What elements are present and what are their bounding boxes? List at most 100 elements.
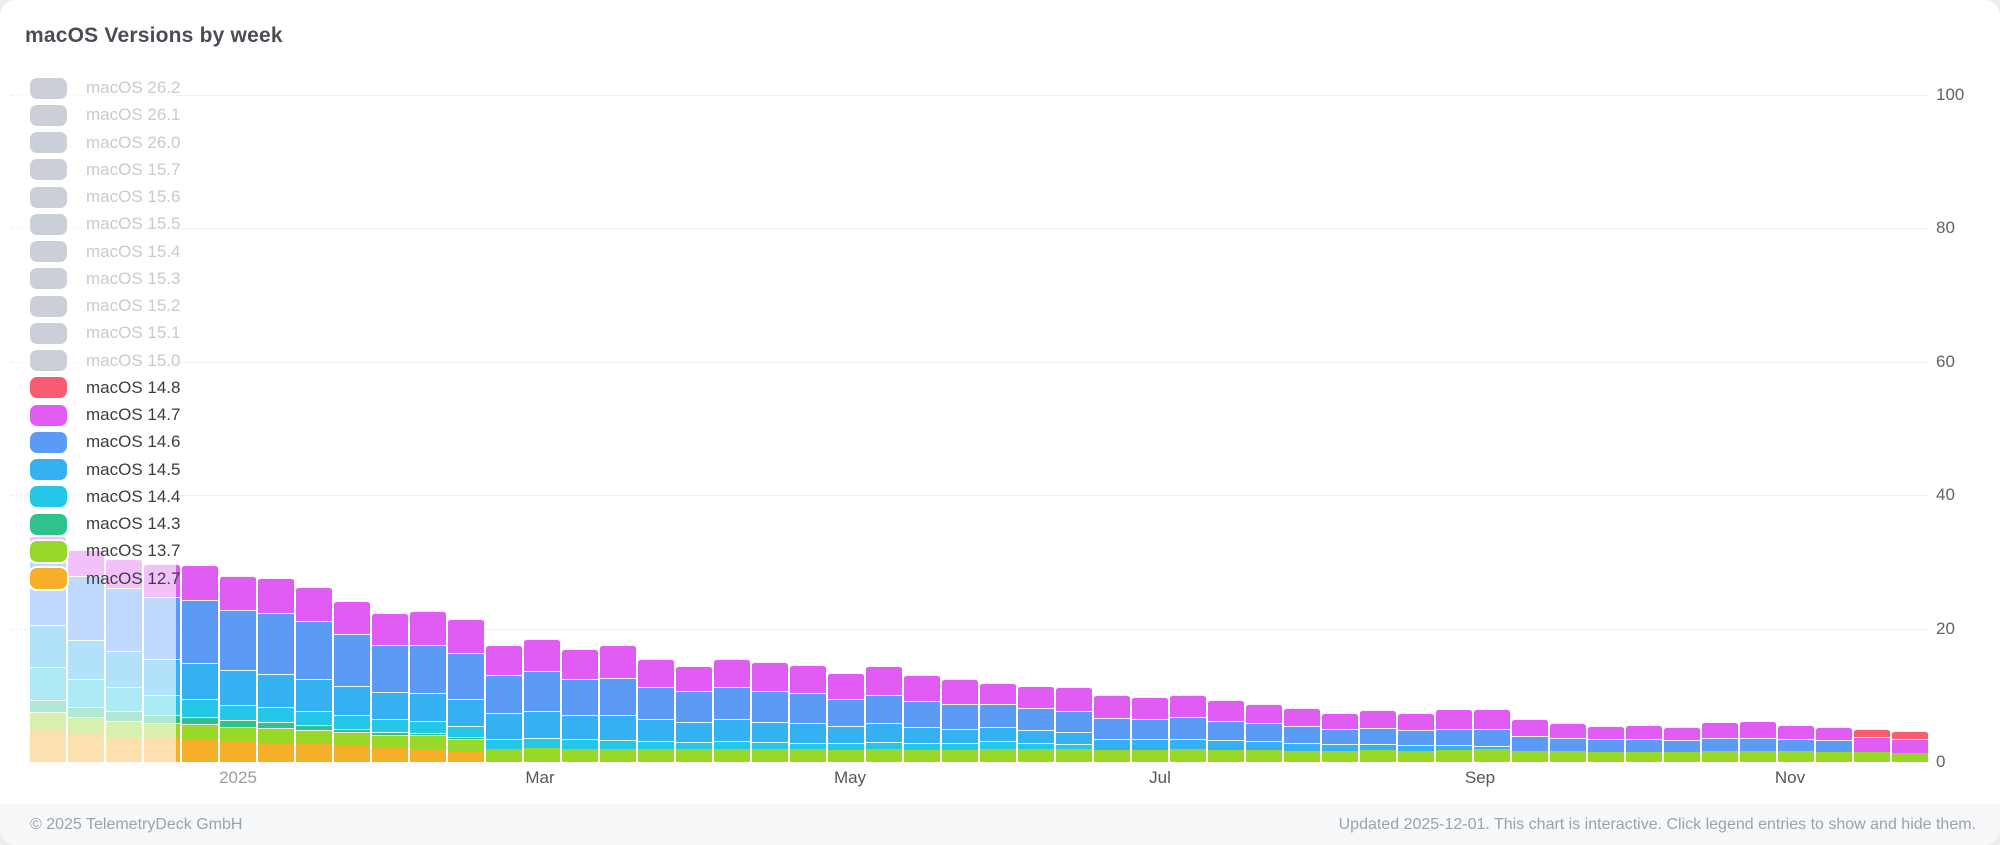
- segment-macos-14-5: [1360, 744, 1396, 750]
- bar-week-26[interactable]: [980, 682, 1016, 762]
- bar-week-37[interactable]: [1398, 713, 1434, 762]
- legend-item-macos-14-4[interactable]: macOS 14.4: [30, 485, 181, 509]
- segment-macos-14-7: [1056, 687, 1092, 711]
- bar-week-8[interactable]: [296, 586, 332, 762]
- y-tick-label-100: 100: [1936, 85, 1965, 104]
- bar-week-47[interactable]: [1778, 724, 1814, 762]
- bar-week-49[interactable]: [1854, 728, 1890, 762]
- bar-week-32[interactable]: [1208, 700, 1244, 762]
- bar-week-38[interactable]: [1436, 709, 1472, 762]
- legend-swatch: [30, 404, 67, 426]
- bar-week-43[interactable]: [1626, 725, 1662, 762]
- bar-week-20[interactable]: [752, 661, 788, 762]
- bar-week-27[interactable]: [1018, 686, 1054, 762]
- segment-macos-14-4: [562, 739, 598, 749]
- bar-week-50[interactable]: [1892, 731, 1928, 762]
- x-tick-label-jul: Jul: [1149, 768, 1171, 787]
- bar-week-34[interactable]: [1284, 708, 1320, 762]
- legend-swatch: [30, 213, 67, 235]
- bar-week-39[interactable]: [1474, 709, 1510, 762]
- bar-week-42[interactable]: [1588, 726, 1624, 762]
- segment-macos-14-8: [1892, 731, 1928, 740]
- segment-macos-14-5: [676, 722, 712, 742]
- legend-item-macos-15-0[interactable]: macOS 15.0: [30, 349, 181, 373]
- segment-macos-14-6: [904, 701, 940, 728]
- bar-week-5[interactable]: [182, 564, 218, 762]
- bar-week-13[interactable]: [486, 645, 522, 762]
- legend-item-macos-14-3[interactable]: macOS 14.3: [30, 512, 181, 536]
- bar-week-21[interactable]: [790, 665, 826, 762]
- bar-week-11[interactable]: [410, 611, 446, 762]
- legend-item-macos-14-5[interactable]: macOS 14.5: [30, 458, 181, 482]
- segment-macos-14-3: [220, 720, 256, 727]
- segment-macos-14-6: [866, 694, 902, 724]
- segment-macos-14-7: [1398, 713, 1434, 731]
- segment-macos-14-7: [1322, 712, 1358, 729]
- segment-macos-13-7: [866, 749, 902, 762]
- bar-week-12[interactable]: [448, 619, 484, 762]
- segment-macos-13-7: [258, 728, 294, 743]
- bar-week-22[interactable]: [828, 672, 864, 762]
- bar-week-14[interactable]: [524, 639, 560, 762]
- bar-week-48[interactable]: [1816, 727, 1852, 762]
- bar-week-33[interactable]: [1246, 704, 1282, 762]
- segment-macos-14-6: [258, 612, 294, 674]
- legend-item-macos-15-4[interactable]: macOS 15.4: [30, 240, 181, 264]
- segment-macos-14-6: [1056, 710, 1092, 732]
- bar-week-19[interactable]: [714, 658, 750, 762]
- bar-week-46[interactable]: [1740, 720, 1776, 762]
- legend-item-macos-26-0[interactable]: macOS 26.0: [30, 131, 181, 155]
- bar-week-41[interactable]: [1550, 723, 1586, 762]
- legend-item-macos-14-6[interactable]: macOS 14.6: [30, 430, 181, 454]
- bar-week-45[interactable]: [1702, 722, 1738, 762]
- bar-week-6[interactable]: [220, 575, 256, 762]
- bar-week-30[interactable]: [1132, 697, 1168, 762]
- bar-week-10[interactable]: [372, 613, 408, 762]
- segment-macos-14-5: [714, 719, 750, 741]
- legend-item-macos-15-5[interactable]: macOS 15.5: [30, 212, 181, 236]
- segment-macos-14-5: [296, 679, 332, 712]
- bar-week-7[interactable]: [258, 577, 294, 762]
- bar-week-9[interactable]: [334, 601, 370, 762]
- legend-item-macos-15-1[interactable]: macOS 15.1: [30, 321, 181, 345]
- legend-item-macos-26-1[interactable]: macOS 26.1: [30, 103, 181, 127]
- segment-macos-13-7: [182, 724, 218, 740]
- bar-week-15[interactable]: [562, 648, 598, 762]
- segment-macos-13-7: [486, 748, 522, 762]
- legend-swatch: [30, 295, 67, 317]
- segment-macos-12-7: [372, 748, 408, 762]
- legend-item-macos-13-7[interactable]: macOS 13.7: [30, 539, 181, 563]
- bar-week-18[interactable]: [676, 665, 712, 762]
- bar-week-44[interactable]: [1664, 727, 1700, 762]
- legend-item-macos-15-3[interactable]: macOS 15.3: [30, 267, 181, 291]
- legend-item-macos-14-8[interactable]: macOS 14.8: [30, 376, 181, 400]
- segment-macos-14-7: [638, 658, 674, 687]
- bar-week-23[interactable]: [866, 665, 902, 762]
- legend-item-macos-12-7[interactable]: macOS 12.7: [30, 567, 181, 591]
- bar-week-31[interactable]: [1170, 694, 1206, 762]
- segment-macos-14-5: [1246, 741, 1282, 750]
- legend-item-macos-14-7[interactable]: macOS 14.7: [30, 403, 181, 427]
- bar-week-16[interactable]: [600, 645, 636, 762]
- segment-macos-13-7: [1778, 751, 1814, 762]
- bar-week-35[interactable]: [1322, 712, 1358, 762]
- bar-week-24[interactable]: [904, 675, 940, 762]
- legend-label: macOS 15.2: [86, 296, 181, 315]
- segment-macos-14-5: [638, 719, 674, 742]
- legend-item-macos-15-6[interactable]: macOS 15.6: [30, 185, 181, 209]
- segment-macos-14-6: [676, 691, 712, 722]
- bar-week-40[interactable]: [1512, 719, 1548, 762]
- bar-week-25[interactable]: [942, 678, 978, 762]
- gridline-60: [10, 361, 1928, 363]
- segment-macos-13-7: [828, 750, 864, 762]
- legend-item-macos-15-7[interactable]: macOS 15.7: [30, 158, 181, 182]
- legend-item-macos-26-2[interactable]: macOS 26.2: [30, 76, 181, 100]
- segment-macos-14-5: [258, 673, 294, 708]
- gridline-40: [10, 495, 1928, 497]
- bar-week-17[interactable]: [638, 658, 674, 762]
- bar-week-29[interactable]: [1094, 695, 1130, 762]
- bar-week-28[interactable]: [1056, 687, 1092, 762]
- bar-week-36[interactable]: [1360, 710, 1396, 762]
- segment-macos-13-7: [410, 735, 446, 750]
- legend-item-macos-15-2[interactable]: macOS 15.2: [30, 294, 181, 318]
